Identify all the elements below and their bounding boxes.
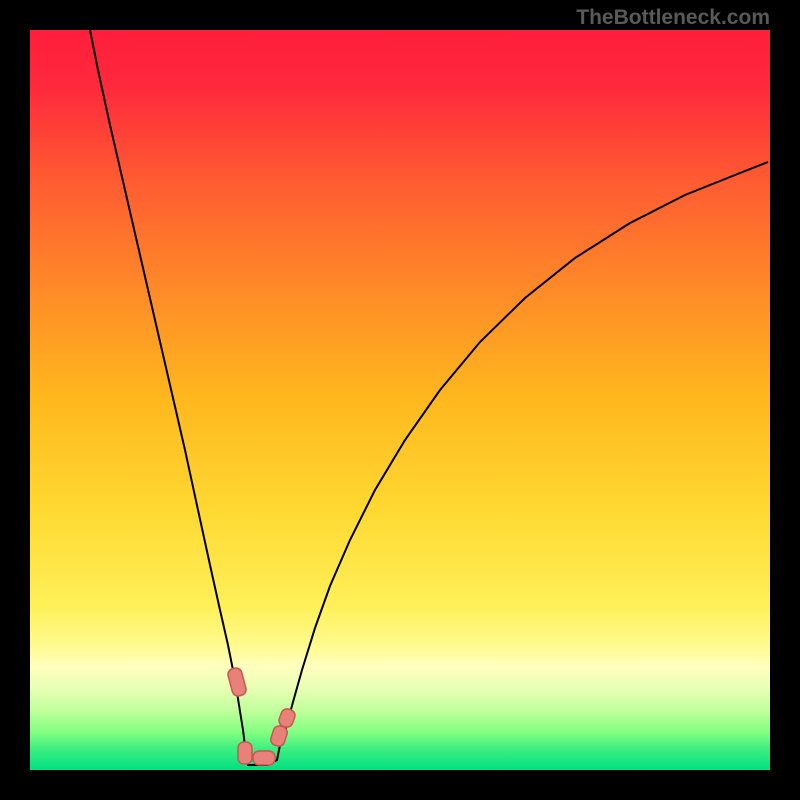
marker-point [238,742,252,764]
gradient-rect [30,30,770,770]
plot-container [30,30,770,770]
chart-svg [30,30,770,770]
gradient-background [30,30,770,770]
watermark-text: TheBottleneck.com [576,6,770,30]
marker-point [253,751,275,765]
